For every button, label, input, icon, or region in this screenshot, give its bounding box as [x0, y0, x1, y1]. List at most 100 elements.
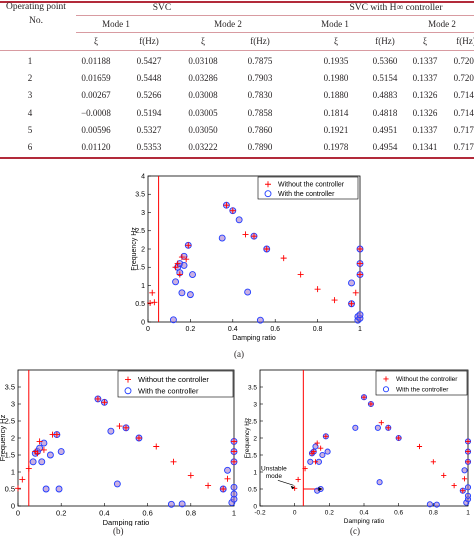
legend-marker-plus	[125, 376, 131, 383]
table-cell: 0.01120	[81, 142, 111, 152]
table-cell: 0.03108	[188, 56, 218, 66]
y-tick-label: 3	[11, 400, 15, 409]
data-point-without-controller	[187, 472, 194, 479]
x-tick-label: 0	[293, 510, 297, 517]
data-point-with-controller	[230, 490, 238, 498]
table-cell: 0.4951	[372, 124, 398, 135]
data-point-with-controller	[426, 501, 433, 508]
caption-b: (b)	[113, 526, 124, 536]
data-point-without-controller	[19, 476, 26, 483]
x-tick-label: -0.2	[254, 510, 266, 517]
table-cell: 0.03008	[188, 90, 218, 101]
row-number: 5	[27, 124, 33, 135]
header-rule	[0, 50, 474, 51]
data-point-without-controller	[357, 260, 363, 267]
y-tick-label: 1.5	[248, 452, 257, 459]
caption-c: (c)	[350, 526, 360, 536]
data-point-with-controller	[178, 289, 186, 297]
data-point-with-controller	[376, 479, 383, 486]
legend-box	[117, 370, 234, 398]
legend-marker-circle	[382, 386, 390, 393]
annotation-arrow	[277, 480, 294, 486]
data-point-without-controller	[461, 476, 468, 482]
data-point-without-controller	[34, 450, 41, 457]
row-number: 3	[27, 90, 33, 101]
data-point-without-controller	[263, 246, 270, 252]
annotation-label: Unstable	[261, 465, 287, 472]
data-point-with-controller	[433, 501, 440, 508]
data-point-without-controller	[451, 483, 457, 489]
table-cell: 0.5360	[372, 56, 398, 66]
y-axis-label: Frequency Hz	[0, 414, 7, 461]
data-point-without-controller	[205, 482, 212, 489]
table-cell: 0.7143	[453, 107, 474, 118]
data-point-without-controller	[361, 394, 367, 400]
legend-marker-circle	[124, 387, 132, 395]
data-point-without-controller	[295, 476, 301, 483]
table-cell: −0.0008	[81, 107, 111, 118]
data-point-without-controller	[331, 297, 338, 304]
table-cell: 0.5266	[136, 90, 162, 101]
legend-label-without: Without the controller	[278, 182, 345, 189]
data-point-with-controller	[374, 424, 381, 431]
x-tick-label: 0.8	[186, 509, 196, 518]
data-point-without-controller	[323, 433, 329, 439]
data-point-without-controller	[147, 300, 154, 307]
y-tick-label: 1	[253, 469, 257, 476]
table-cell: 0.1326	[412, 107, 438, 118]
table-cell: 0.03286	[188, 73, 218, 84]
y-tick-label: 4	[141, 173, 145, 180]
row-number: 4	[27, 107, 33, 118]
table-cell: 0.1814	[323, 107, 349, 118]
data-point-with-controller	[244, 288, 252, 296]
data-point-with-controller	[319, 451, 326, 459]
data-point-with-controller	[178, 500, 186, 508]
y-tick-label: 3	[253, 401, 257, 408]
col-header-freq: f(Hz)	[375, 36, 395, 46]
y-tick-label: 3.5	[248, 384, 257, 391]
mode-rule	[76, 32, 474, 33]
y-tick-label: 2.5	[5, 417, 15, 426]
table-cell: 0.1337	[412, 124, 438, 135]
data-point-with-controller	[113, 480, 121, 488]
data-point-without-controller	[318, 445, 324, 451]
table-cell: 0.1880	[323, 90, 349, 101]
data-point-without-controller	[183, 256, 190, 263]
data-point-with-controller	[464, 484, 472, 491]
data-point-without-controller	[36, 438, 43, 445]
table-cell: 0.7200	[453, 56, 474, 66]
table-cell: 0.00267	[81, 90, 111, 101]
table-cell: 0.7875	[247, 56, 273, 66]
data-point-without-controller	[378, 420, 384, 426]
data-point-without-controller	[231, 448, 237, 455]
x-tick-label: 0	[16, 509, 20, 518]
data-point-without-controller	[280, 255, 287, 262]
chart-b: 0 0.2 0.4 0.6 0.8 1 0 0.5 1 1.5 2 2.5 3 3.5 Damping ra…	[0, 369, 238, 526]
x-axis-label: Damping ratio	[232, 335, 276, 342]
legend-marker-plus	[383, 376, 389, 382]
hline-arrowhead	[318, 487, 323, 491]
data-point-without-controller	[416, 443, 423, 450]
data-point-without-controller	[174, 260, 181, 267]
y-tick-label: 3	[141, 210, 145, 217]
x-tick-label: 0.8	[313, 326, 323, 333]
table-cell: 0.4954	[372, 142, 398, 152]
col-header-xi: ξ	[93, 36, 99, 46]
legend-marker-circle	[264, 190, 272, 198]
data-point-with-controller	[461, 467, 468, 474]
data-point-without-controller	[153, 443, 160, 450]
data-point-with-controller	[55, 485, 63, 493]
table-cell: 0.03005	[188, 107, 218, 118]
data-point-with-controller	[230, 483, 238, 491]
mode-header: Mode 1	[102, 19, 130, 29]
row-number: 2	[27, 73, 33, 84]
table-cell: 0.5154	[372, 73, 398, 84]
data-point-without-controller	[185, 242, 192, 249]
x-tick-label: 0.6	[394, 510, 403, 517]
x-axis-label: Damping ratio	[344, 518, 385, 525]
legend-label-without: Without the controller	[138, 375, 209, 384]
table-cell: 0.03050	[188, 124, 218, 135]
table-cell: 0.7204	[453, 73, 474, 84]
data-point-without-controller	[40, 446, 47, 453]
data-point-with-controller	[348, 279, 355, 287]
